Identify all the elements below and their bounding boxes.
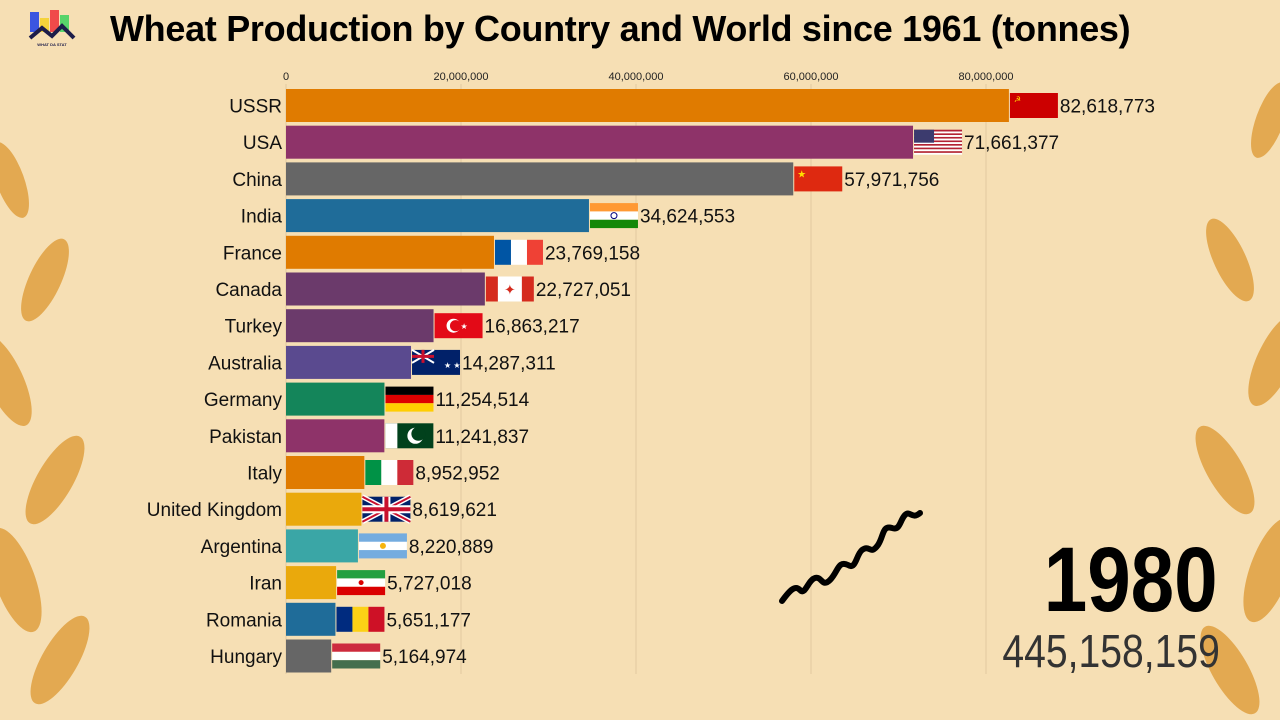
x-tick-label: 80,000,000: [958, 71, 1013, 83]
india-flag-icon: [589, 203, 638, 229]
category-label: Hungary: [210, 647, 282, 668]
category-label: India: [241, 207, 283, 228]
wheat-decoration-left: [0, 142, 90, 705]
x-tick-label: 0: [283, 71, 289, 83]
bar: [286, 309, 434, 343]
category-label: Pakistan: [209, 427, 282, 448]
x-tick-label: 40,000,000: [608, 71, 663, 83]
svg-text:✦: ✦: [504, 282, 516, 298]
bar-row: Germany 11,254,514: [204, 382, 530, 416]
bar: [286, 89, 1009, 122]
argentina-flag-icon: [358, 533, 407, 559]
bar: [286, 529, 358, 563]
bar: [286, 345, 412, 379]
svg-text:☭: ☭: [1014, 95, 1021, 104]
bar: [286, 456, 365, 489]
china-flag-icon: ★: [794, 166, 843, 192]
bar-row: Hungary 5,164,974: [210, 639, 467, 673]
value-label: 16,863,217: [485, 317, 580, 338]
year-label: 1980: [1044, 529, 1218, 631]
value-label: 5,727,018: [387, 574, 472, 595]
value-label: 5,651,177: [386, 610, 471, 631]
bar: [286, 566, 337, 600]
bar-row: Australia ★ ★ 14,287,311: [208, 345, 556, 379]
bar-row: Italy 8,952,952: [247, 456, 500, 489]
value-label: 34,624,553: [640, 207, 735, 228]
category-label: France: [223, 243, 282, 264]
category-label: Germany: [204, 390, 283, 411]
bar-row: USSR ☭ 82,618,773: [229, 89, 1155, 122]
bar-row: United Kingdom 8,619,621: [147, 492, 497, 526]
hungary-flag-icon: [332, 643, 381, 669]
wheat-decoration-right: [1195, 82, 1280, 715]
bar: [286, 492, 362, 526]
value-label: 14,287,311: [462, 353, 556, 374]
value-label: 8,952,952: [415, 464, 500, 485]
logo: WHAT DA STAT: [28, 10, 76, 47]
germany-flag-icon: [385, 386, 434, 412]
svg-text:★: ★: [461, 322, 468, 331]
bar-row: India 34,624,553: [241, 199, 735, 233]
value-label: 8,220,889: [409, 537, 494, 558]
category-label: Turkey: [225, 317, 283, 338]
x-tick-label: 20,000,000: [433, 71, 488, 83]
iran-flag-icon: [337, 570, 386, 596]
bar: [286, 602, 336, 636]
chart-title: Wheat Production by Country and World si…: [110, 8, 1131, 49]
svg-text:WHAT DA STAT: WHAT DA STAT: [37, 42, 67, 47]
category-label: Iran: [249, 574, 282, 595]
bar-row: China ★ 57,971,756: [232, 162, 939, 196]
ussr-flag-icon: ☭: [1009, 93, 1058, 118]
world-total: 445,158,159: [1002, 625, 1220, 677]
svg-text:★: ★: [797, 169, 806, 180]
bar-row: USA 71,661,377: [243, 125, 1059, 159]
france-flag-icon: [494, 239, 543, 265]
bar-row: France 23,769,158: [223, 235, 640, 269]
category-label: China: [232, 170, 282, 191]
bar: [286, 419, 385, 453]
value-label: 57,971,756: [844, 170, 939, 191]
bar: [286, 199, 589, 233]
usa-flag-icon: [914, 129, 963, 155]
bar: [286, 162, 794, 196]
category-label: Italy: [247, 464, 282, 485]
bar-row: Turkey ★ 16,863,217: [225, 309, 580, 343]
romania-flag-icon: [336, 606, 385, 632]
bar-row: Canada ✦ 22,727,051: [215, 272, 631, 306]
bar: [286, 125, 914, 159]
value-label: 8,619,621: [412, 500, 497, 521]
bar-row: Pakistan 11,241,837: [209, 419, 529, 453]
bar: [286, 382, 385, 416]
pakistan-flag-icon: [385, 423, 434, 449]
x-tick-label: 60,000,000: [783, 71, 838, 83]
category-label: USSR: [229, 97, 282, 118]
bar: [286, 235, 494, 269]
bar: [286, 639, 332, 673]
value-label: 11,254,514: [435, 390, 529, 411]
category-label: USA: [243, 133, 282, 154]
category-label: Canada: [215, 280, 282, 301]
value-label: 22,727,051: [536, 280, 631, 301]
turkey-flag-icon: ★: [434, 313, 483, 339]
trend-squiggle: [779, 510, 923, 604]
value-label: 71,661,377: [964, 133, 1059, 154]
canada-flag-icon: ✦: [485, 276, 534, 302]
australia-flag-icon: ★ ★: [411, 349, 461, 375]
uk-flag-icon: [361, 494, 412, 524]
value-label: 23,769,158: [545, 243, 640, 264]
category-label: United Kingdom: [147, 500, 282, 521]
value-label: 82,618,773: [1060, 97, 1155, 118]
italy-flag-icon: [365, 460, 414, 485]
bar-row: Romania 5,651,177: [206, 602, 471, 636]
svg-text:★ ★: ★ ★: [444, 361, 461, 370]
bar-row: Argentina 8,220,889: [201, 529, 494, 563]
bar-row: Iran 5,727,018: [249, 566, 472, 600]
category-label: Australia: [208, 353, 282, 374]
category-label: Romania: [206, 610, 282, 631]
bar: [286, 272, 485, 306]
value-label: 5,164,974: [382, 647, 467, 668]
category-label: Argentina: [201, 537, 283, 558]
value-label: 11,241,837: [435, 427, 529, 448]
